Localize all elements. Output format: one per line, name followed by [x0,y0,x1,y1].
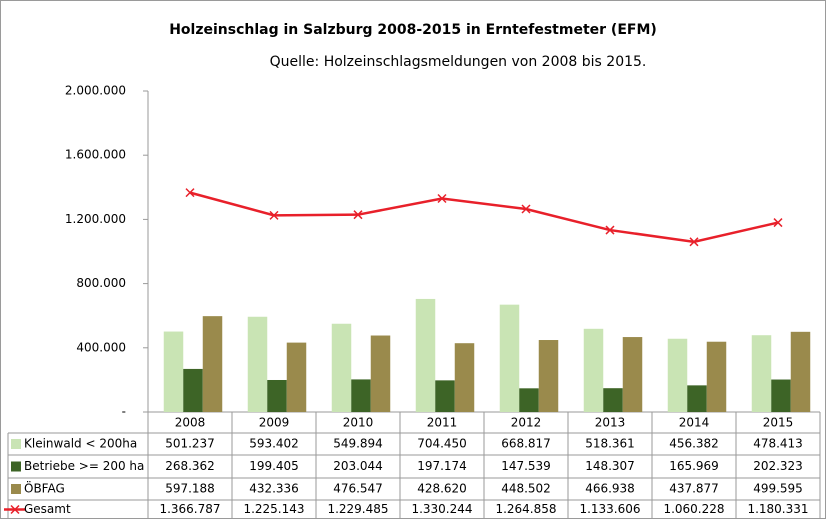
x-tick-label: 2013 [595,416,626,430]
legend-key-marker [10,504,20,515]
legend-key [11,484,21,494]
bar [519,388,539,412]
table-value: 501.237 [165,437,215,451]
table-value: 1.180.331 [747,502,808,516]
x-tick-label: 2011 [427,416,458,430]
table-value: 199.405 [249,459,299,473]
table-value: 1.229.485 [327,502,388,516]
legend-label: Kleinwald < 200ha [24,437,137,451]
table-value: 1.330.244 [411,502,472,516]
table-value: 202.323 [753,459,803,473]
bar [183,368,203,412]
table-value: 197.174 [417,459,467,473]
table-value: 499.595 [753,482,803,496]
table-value: 1.366.787 [159,502,220,516]
table-value: 432.336 [249,482,299,496]
table-value: 1.264.858 [495,502,556,516]
table-value: 456.382 [669,437,719,451]
bar [603,388,623,412]
x-tick-label: 2015 [763,416,794,430]
table-value: 593.402 [249,437,299,451]
x-tick-label: 2012 [511,416,542,430]
table-value: 1.225.143 [243,502,304,516]
bar [247,316,268,412]
x-tick-label: 2014 [679,416,710,430]
line-marker [605,225,615,235]
table-value: 518.361 [585,437,635,451]
bar [267,379,287,412]
table-value: 1.133.606 [579,502,640,516]
y-tick-label: 1.600.000 [65,148,126,162]
table-value: 148.307 [585,459,635,473]
legend-label: ÖBFAG [24,480,65,496]
bar [415,298,436,412]
bar [622,337,643,412]
y-tick-label: - [122,405,126,419]
bar [163,331,184,412]
table-value: 478.413 [753,437,803,451]
y-tick-label: 400.000 [76,340,126,354]
y-tick-label: 800.000 [76,276,126,290]
table-value: 165.969 [669,459,719,473]
line-marker [437,193,447,204]
x-tick-label: 2008 [175,416,206,430]
table-value: 466.938 [585,482,635,496]
table-value: 437.877 [669,482,719,496]
legend-key [11,461,21,472]
bar [667,338,688,412]
line-marker [185,188,195,198]
bar [538,340,559,412]
table-value: 704.450 [417,437,467,451]
line-marker [521,204,531,214]
bar [286,342,307,412]
bar [687,385,707,412]
y-tick-label: 1.200.000 [65,212,126,226]
chart-subtitle: Quelle: Holzeinschlagsmeldungen von 2008… [270,54,647,70]
chart-title: Holzeinschlag in Salzburg 2008-2015 in E… [169,22,657,38]
bar [583,328,604,412]
table-value: 1.060.228 [663,502,724,516]
x-tick-label: 2009 [259,416,290,430]
bar [790,331,811,412]
bar [751,335,772,412]
bar [370,335,391,412]
bar [331,323,352,412]
legend-label: Betriebe >= 200 ha [24,459,144,473]
table-value: 668.817 [501,437,551,451]
bar [771,379,791,412]
table-value: 597.188 [165,482,215,496]
bar [454,343,475,412]
table-value: 476.547 [333,482,383,496]
bar [706,341,727,412]
x-tick-label: 2010 [343,416,374,430]
table-value: 549.894 [333,437,383,451]
table-value: 448.502 [501,482,551,496]
table-value: 203.044 [333,459,383,473]
bar [202,316,223,412]
bar [351,379,371,412]
legend-label: Gesamt [24,502,71,516]
line-marker [773,218,783,228]
legend-key [11,439,21,449]
y-tick-label: 2.000.000 [65,84,126,98]
line-marker [689,237,699,247]
line-marker [353,210,363,220]
line-marker [269,210,279,220]
table-value: 268.362 [165,459,215,473]
line [189,191,779,244]
bar [435,380,455,412]
table-value: 147.539 [501,459,551,473]
table-value: 428.620 [417,482,467,496]
bar [499,304,520,412]
